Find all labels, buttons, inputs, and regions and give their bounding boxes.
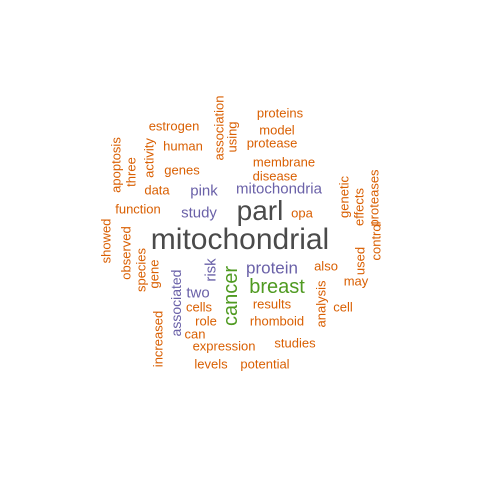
word-results: results [252, 296, 292, 312]
word-membrane: membrane [252, 154, 316, 170]
word-proteases: proteases [366, 169, 382, 227]
word-breast: breast [249, 276, 305, 298]
word-analysis: analysis [313, 280, 329, 328]
word-mitochondrial: mitochondrial [150, 223, 330, 256]
word-human: human [163, 138, 203, 154]
word-expression: expression [192, 338, 256, 354]
word-estrogen: estrogen [148, 118, 200, 134]
word-effects: effects [351, 187, 367, 227]
word-protease: protease [246, 135, 298, 151]
word-cell: cell [333, 299, 353, 315]
word-potential: potential [240, 356, 290, 372]
word-associated: associated [168, 269, 184, 337]
word-showed: showed [98, 218, 114, 264]
word-genetic: genetic [336, 176, 352, 218]
word-genes: genes [164, 162, 200, 178]
word-mitochondria: mitochondria [236, 180, 322, 198]
word-apoptosis: apoptosis [108, 137, 124, 193]
word-risk: risk [202, 258, 220, 282]
word-model: model [259, 122, 295, 138]
word-increased: increased [150, 310, 166, 368]
word-proteins: proteins [256, 105, 304, 121]
word-opa: opa [291, 205, 313, 221]
word-activity: activity [141, 138, 157, 178]
word-can: can [184, 326, 206, 342]
word-also: also [314, 258, 338, 274]
word-role: role [195, 313, 217, 329]
word-protein: protein [246, 258, 298, 278]
word-disease: disease [252, 168, 298, 184]
word-may: may [343, 273, 369, 289]
word-parl: parl [236, 195, 284, 226]
word-study: study [181, 204, 217, 222]
word-observed: observed [118, 226, 134, 280]
word-function: function [115, 201, 161, 217]
word-two: two [186, 284, 210, 302]
word-control: control [368, 221, 384, 261]
word-studies: studies [274, 335, 316, 351]
word-data: data [144, 182, 170, 198]
word-three: three [123, 157, 139, 187]
word-cancer: cancer [220, 265, 242, 327]
word-gene: gene [146, 259, 162, 289]
word-rhomboid: rhomboid [249, 313, 305, 329]
word-cells: cells [185, 299, 213, 315]
word-levels: levels [194, 356, 228, 372]
word-pink: pink [190, 182, 218, 200]
word-using: using [224, 121, 240, 153]
word-used: used [352, 246, 368, 276]
